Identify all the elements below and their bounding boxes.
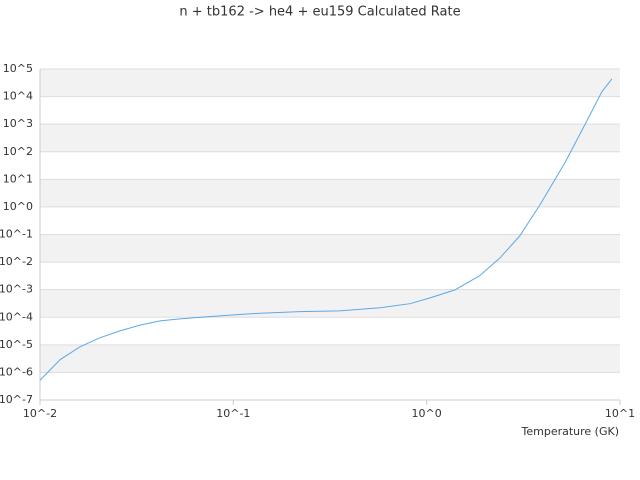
y-tick-label: 10^0	[3, 200, 33, 213]
x-tick-label: 10^-1	[216, 407, 250, 420]
x-tick-label: 10^1	[605, 407, 635, 420]
y-tick-label: 10^3	[3, 117, 33, 130]
y-tick-label: 10^-4	[0, 310, 33, 323]
x-tick-label: 10^0	[412, 407, 442, 420]
grid-band	[40, 179, 620, 207]
y-tick-label: 10^1	[3, 172, 33, 185]
y-tick-label: 10^-5	[0, 338, 33, 351]
x-tick-label: 10^-2	[23, 407, 57, 420]
chart-title: n + tb162 -> he4 + eu159 Calculated Rate	[179, 5, 460, 20]
y-tick-label: 10^-7	[0, 393, 33, 406]
grid-band	[40, 289, 620, 318]
y-tick-label: 10^5	[3, 62, 33, 75]
y-tick-label: 10^2	[3, 145, 33, 158]
y-tick-label: 10^-3	[0, 283, 33, 296]
y-tick-label: 10^-2	[0, 255, 33, 268]
grid-band	[40, 234, 620, 263]
grid-band	[40, 344, 620, 373]
y-tick-label: 10^-6	[0, 365, 33, 378]
x-axis-label: Temperature (GK)	[521, 425, 620, 438]
y-tick-label: 10^4	[3, 90, 33, 103]
grid-band	[40, 69, 620, 97]
data-line	[39, 78, 613, 381]
grid-band	[40, 124, 620, 152]
y-tick-label: 10^-1	[0, 228, 33, 241]
